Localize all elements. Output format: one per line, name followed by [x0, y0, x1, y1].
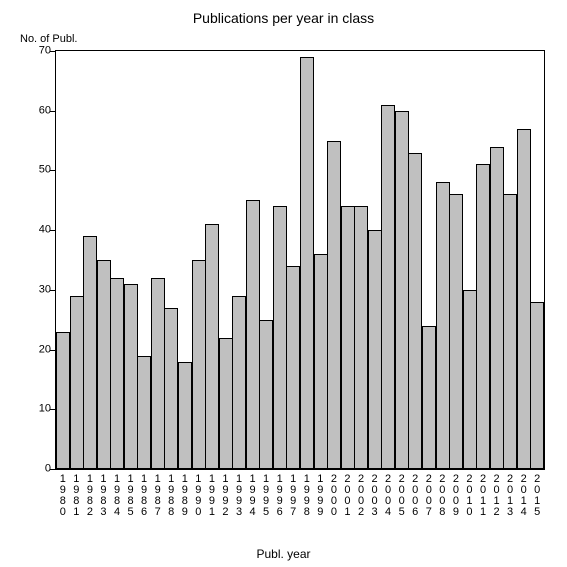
bar [327, 141, 341, 469]
x-tick-label: 2014 [517, 474, 530, 518]
bar [259, 320, 273, 469]
y-tick-label: 40 [11, 225, 51, 236]
x-tick-label: 1982 [83, 474, 96, 518]
x-tick-label: 1986 [138, 474, 151, 518]
x-tick-label: 2002 [355, 474, 368, 518]
y-tick-label: 60 [11, 105, 51, 116]
bar [395, 111, 409, 469]
bar [286, 266, 300, 469]
y-tick-label: 20 [11, 344, 51, 355]
x-tick-label: 2015 [531, 474, 544, 518]
x-tick-label: 1999 [314, 474, 327, 518]
chart-title: Publications per year in class [0, 10, 567, 26]
x-tick-label: 1993 [233, 474, 246, 518]
bar [124, 284, 138, 469]
x-tick-label: 1983 [97, 474, 110, 518]
x-tick-label: 2009 [449, 474, 462, 518]
bar [300, 57, 314, 469]
bar [517, 129, 531, 469]
x-tick-label: 1992 [219, 474, 232, 518]
bar [137, 356, 151, 469]
x-tick-label: 1990 [192, 474, 205, 518]
x-tick-label: 2005 [395, 474, 408, 518]
x-tick-label: 1996 [273, 474, 286, 518]
x-tick-label: 1998 [300, 474, 313, 518]
x-tick-label: 1988 [165, 474, 178, 518]
x-tick-label: 1989 [178, 474, 191, 518]
x-tick-label: 2007 [422, 474, 435, 518]
x-tick-label: 2000 [327, 474, 340, 518]
bar [354, 206, 368, 469]
x-tick-label: 2004 [382, 474, 395, 518]
bar [83, 236, 97, 469]
x-tick-label: 2013 [504, 474, 517, 518]
plot-area [55, 50, 545, 470]
bar [232, 296, 246, 469]
bar [97, 260, 111, 469]
bar [273, 206, 287, 469]
bar [341, 206, 355, 469]
x-tick-label: 1997 [287, 474, 300, 518]
bar [56, 332, 70, 469]
bar [476, 164, 490, 469]
chart-container: Publications per year in class No. of Pu… [0, 0, 567, 567]
x-tick-label: 1985 [124, 474, 137, 518]
y-tick-label: 30 [11, 284, 51, 295]
bar [368, 230, 382, 469]
x-tick-label: 2012 [490, 474, 503, 518]
bar [246, 200, 260, 469]
bar [422, 326, 436, 469]
x-tick-label: 2011 [477, 474, 490, 518]
x-tick-label: 1980 [56, 474, 69, 518]
bar [314, 254, 328, 469]
y-tick-label: 0 [11, 464, 51, 475]
x-tick-label: 1994 [246, 474, 259, 518]
y-tick-label: 70 [11, 46, 51, 57]
bar [70, 296, 84, 469]
x-tick-label: 2001 [341, 474, 354, 518]
bar [151, 278, 165, 469]
x-tick-label: 1991 [205, 474, 218, 518]
x-axis-title: Publ. year [0, 547, 567, 561]
y-axis-title: No. of Publ. [20, 33, 77, 45]
bar [490, 147, 504, 469]
bar [530, 302, 544, 469]
x-tick-label: 2008 [436, 474, 449, 518]
bar [503, 194, 517, 469]
bar [381, 105, 395, 469]
x-tick-label: 1981 [70, 474, 83, 518]
bar [449, 194, 463, 469]
y-tick-label: 50 [11, 165, 51, 176]
bar [463, 290, 477, 469]
bar [436, 182, 450, 469]
bar [110, 278, 124, 469]
bar [178, 362, 192, 469]
x-tick-label: 2003 [368, 474, 381, 518]
x-tick-label: 1984 [111, 474, 124, 518]
bar [192, 260, 206, 469]
x-tick-label: 2010 [463, 474, 476, 518]
x-tick-label: 2006 [409, 474, 422, 518]
bar [219, 338, 233, 469]
bar [205, 224, 219, 469]
bar [164, 308, 178, 469]
x-tick-label: 1995 [260, 474, 273, 518]
bar [408, 153, 422, 469]
y-tick-label: 10 [11, 404, 51, 415]
x-tick-label: 1987 [151, 474, 164, 518]
